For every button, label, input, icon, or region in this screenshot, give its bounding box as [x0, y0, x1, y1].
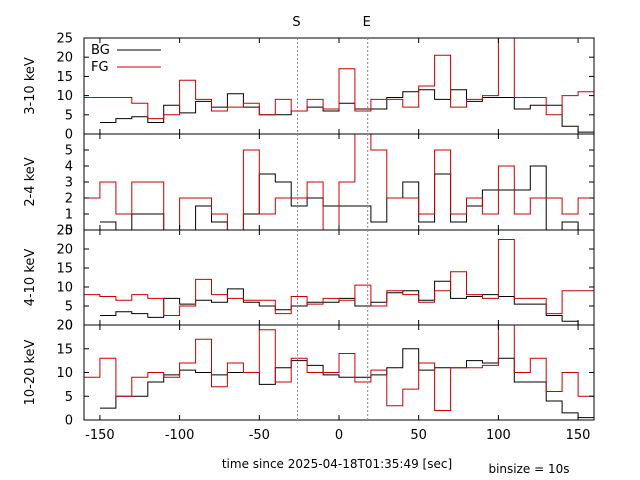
y-tick-label: 4 [65, 160, 73, 175]
series-line-bg [99, 165, 594, 230]
marker-label-s: S [292, 15, 300, 30]
y-tick-label: 5 [65, 108, 73, 123]
series-line-fg [84, 239, 594, 322]
y-axis-label: 3-10 keV [23, 57, 38, 115]
y-axis-label: 4-10 keV [23, 249, 38, 307]
x-tick-label: -150 [85, 428, 115, 443]
y-tick-label: 15 [56, 342, 73, 357]
y-tick-label: 3 [65, 176, 73, 191]
y-tick-label: 5 [65, 144, 73, 159]
x-tick-label: -100 [165, 428, 195, 443]
legend: BG FG [91, 43, 161, 75]
y-tick-label: 1 [65, 208, 73, 223]
y-tick-label: 20 [56, 243, 73, 258]
y-axis-label: 10-20 keV [23, 339, 38, 405]
series-line-fg [84, 134, 594, 230]
x-axis-label: time since 2025-04-18T01:35:49 [sec] [222, 457, 452, 471]
series-line-bg [99, 348, 594, 419]
y-tick-label: 5 [65, 300, 73, 315]
y-tick-label: 0 [65, 224, 73, 239]
y-tick-label: 20 [56, 319, 73, 334]
y-tick-label: 0 [65, 128, 73, 143]
y-tick-label: 2 [65, 192, 73, 207]
x-tick-label: 100 [486, 428, 511, 443]
x-tick-label: 50 [410, 428, 427, 443]
y-tick-label: 5 [65, 390, 73, 405]
binsize-label: binsize = 10s [488, 462, 569, 476]
y-tick-label: 10 [56, 89, 73, 104]
y-tick-label: 0 [65, 414, 73, 429]
x-tick-label: 150 [566, 428, 591, 443]
series-line-fg [84, 38, 594, 134]
y-tick-label: 25 [56, 32, 73, 47]
y-tick-label: 15 [56, 262, 73, 277]
series-line-bg [99, 280, 594, 325]
y-tick-label: 10 [56, 281, 73, 296]
panel-4: 0 5 10 15 20 10-20 keV -150 -100 -50 0 50 100 150 [23, 319, 595, 443]
series-line-fg [84, 325, 594, 411]
y-tick-label: 25 [56, 224, 73, 239]
y-tick-label: 10 [56, 366, 73, 381]
y-axis-label: 2-4 keV [23, 157, 38, 206]
legend-label-bg: BG [91, 43, 110, 58]
y-tick-label: 20 [56, 51, 73, 66]
y-tick-label: 0 [65, 319, 73, 334]
y-tick-label: 15 [56, 70, 73, 85]
legend-label-fg: FG [91, 60, 109, 75]
marker-label-e: E [363, 15, 371, 30]
x-tick-label: -50 [249, 428, 270, 443]
panel-1: 0 5 10 15 20 25 3-10 keV [23, 32, 595, 143]
x-tick-label: 0 [335, 428, 343, 443]
